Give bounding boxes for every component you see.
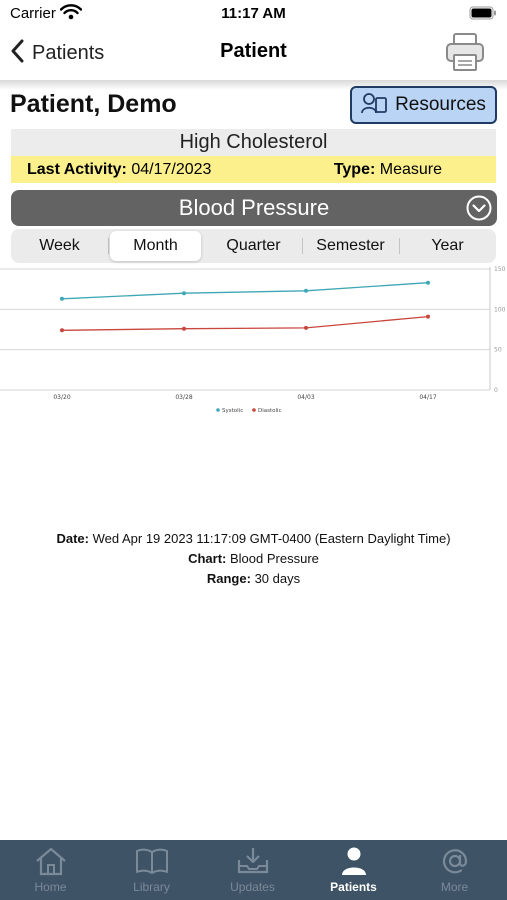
diastolic-point: [426, 314, 430, 319]
diastolic-legend-label: Diastolic: [258, 408, 282, 414]
segment-semester[interactable]: Semester: [316, 237, 385, 254]
last-activity: Last Activity: 04/17/2023: [27, 156, 211, 183]
tab-label: More: [440, 880, 469, 894]
tab-label: Updates: [230, 880, 275, 894]
segment-year[interactable]: Year: [431, 237, 464, 254]
header-divider: [0, 80, 507, 90]
back-label: Patients: [32, 42, 105, 64]
systolic-line: [61, 282, 429, 300]
info-date: Date: Wed Apr 19 2023 11:17:09 GMT-0400 …: [0, 529, 507, 549]
chart-info: Date: Wed Apr 19 2023 11:17:09 GMT-0400 …: [0, 529, 507, 589]
diastolic-point: [60, 328, 64, 333]
systolic-point: [304, 288, 308, 293]
y-tick-label: 0: [494, 387, 498, 394]
blood-pressure-chart: 150 100 50 0 03/20 03/28 04/03 04/17 Systolic Dia…: [0, 262, 507, 422]
segment-month[interactable]: Month: [110, 231, 201, 261]
segment-divider: [108, 238, 109, 254]
segment-quarter[interactable]: Quarter: [226, 237, 281, 254]
back-button[interactable]: Patients: [10, 39, 104, 68]
last-activity-value: 04/17/2023: [131, 161, 212, 178]
wifi-icon: [59, 4, 83, 25]
chevron-left-icon: [10, 39, 24, 68]
segment-week[interactable]: Week: [39, 237, 80, 254]
status-bar: Carrier 11:17 AM: [0, 0, 507, 28]
navigation-bar: Patients Patient: [0, 28, 507, 80]
systolic-legend-marker: [216, 408, 220, 412]
segment-divider: [302, 238, 303, 254]
tab-label: Home: [34, 880, 67, 894]
tab-patients[interactable]: Patients: [303, 846, 404, 898]
person-icon: [303, 846, 404, 876]
diastolic-point: [182, 326, 186, 331]
systolic-point: [60, 296, 64, 301]
systolic-point: [426, 280, 430, 285]
battery-icon: [469, 6, 497, 25]
systolic-legend-label: Systolic: [222, 408, 243, 414]
tab-bar: Home Library Updates Patie: [0, 840, 507, 900]
x-tick-label: 03/28: [175, 394, 192, 401]
download-tray-icon: [202, 846, 303, 876]
range-segmented-control: Week Month Quarter Semester Year: [11, 229, 496, 263]
y-tick-label: 50: [494, 347, 502, 354]
type-label: Type:: [333, 161, 376, 178]
chevron-down-circle-icon: [466, 195, 492, 226]
status-time: 11:17 AM: [221, 5, 286, 22]
chart-svg: 150 100 50 0 03/20 03/28 04/03 04/17 Systolic Dia…: [0, 266, 506, 414]
info-chart-label: Chart:: [188, 551, 227, 566]
x-tick-label: 04/03: [297, 394, 314, 401]
diastolic-line: [61, 315, 429, 331]
tab-label: Library: [133, 880, 170, 894]
type-value: Measure: [379, 161, 442, 178]
diastolic-legend-marker: [252, 408, 256, 412]
y-tick-label: 150: [494, 266, 506, 273]
home-icon: [0, 846, 101, 876]
tab-updates[interactable]: Updates: [202, 846, 303, 898]
info-range-label: Range:: [206, 571, 251, 586]
info-date-label: Date:: [56, 531, 89, 546]
tab-library[interactable]: Library: [101, 846, 202, 898]
info-range-value: 30 days: [254, 571, 301, 586]
chart-selector-label: Blood Pressure: [178, 195, 330, 220]
segment-divider: [399, 238, 400, 254]
chart-selector[interactable]: Blood Pressure: [11, 190, 497, 226]
tab-more[interactable]: More: [404, 846, 505, 898]
tab-label: Patients: [330, 880, 377, 894]
last-activity-label: Last Activity:: [27, 161, 127, 178]
resources-label: Resources: [395, 94, 486, 115]
info-range: Range: 30 days: [0, 569, 507, 589]
person-card-icon: [361, 92, 387, 119]
activity-type: Type: Measure: [334, 156, 442, 183]
condition-title: High Cholesterol: [11, 129, 496, 156]
systolic-point: [182, 291, 186, 296]
x-tick-label: 04/17: [419, 394, 436, 401]
info-chart-value: Blood Pressure: [230, 551, 319, 566]
at-sign-icon: [404, 846, 505, 876]
y-tick-label: 100: [494, 306, 506, 313]
print-button[interactable]: [445, 31, 485, 78]
info-chart: Chart: Blood Pressure: [0, 549, 507, 569]
diastolic-point: [304, 325, 308, 330]
x-tick-label: 03/20: [53, 394, 70, 401]
printer-icon: [445, 33, 485, 77]
resources-button[interactable]: Resources: [350, 86, 497, 124]
book-icon: [101, 846, 202, 876]
carrier-label: Carrier: [10, 5, 56, 22]
tab-home[interactable]: Home: [0, 846, 101, 898]
patient-name: Patient, Demo: [10, 90, 177, 118]
info-date-value: Wed Apr 19 2023 11:17:09 GMT-0400 (Easte…: [92, 531, 451, 546]
activity-bar: Last Activity: 04/17/2023 Type: Measure: [11, 156, 496, 183]
